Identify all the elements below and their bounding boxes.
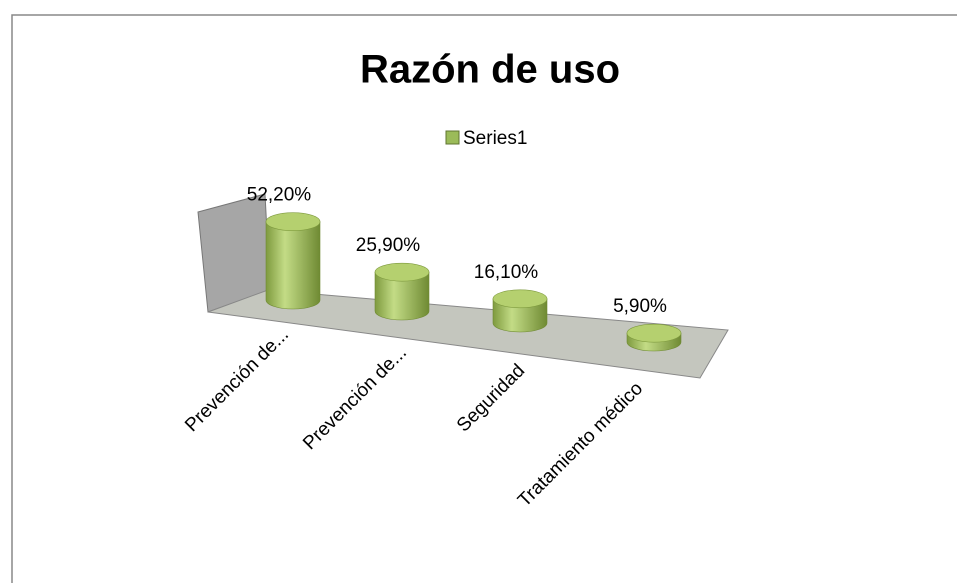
bar-top bbox=[265, 212, 321, 231]
bar bbox=[492, 289, 548, 333]
bar-top bbox=[374, 262, 430, 282]
bar-body bbox=[492, 298, 548, 333]
chart-frame bbox=[11, 14, 957, 583]
bar bbox=[626, 323, 682, 352]
data-label: 25,90% bbox=[356, 235, 421, 256]
floor bbox=[207, 289, 729, 379]
data-label: 52,20% bbox=[247, 185, 312, 206]
bar-body bbox=[265, 221, 321, 310]
bar-body bbox=[374, 271, 430, 321]
bar bbox=[374, 262, 430, 321]
data-label: 5,90% bbox=[613, 296, 667, 317]
bar bbox=[265, 212, 321, 310]
bar-top bbox=[492, 289, 548, 309]
data-label: 16,10% bbox=[474, 262, 539, 283]
legend-label: Series1 bbox=[463, 128, 527, 149]
legend-swatch bbox=[445, 130, 460, 145]
chart-title: Razón de uso bbox=[360, 48, 620, 92]
bar-top bbox=[626, 323, 682, 343]
